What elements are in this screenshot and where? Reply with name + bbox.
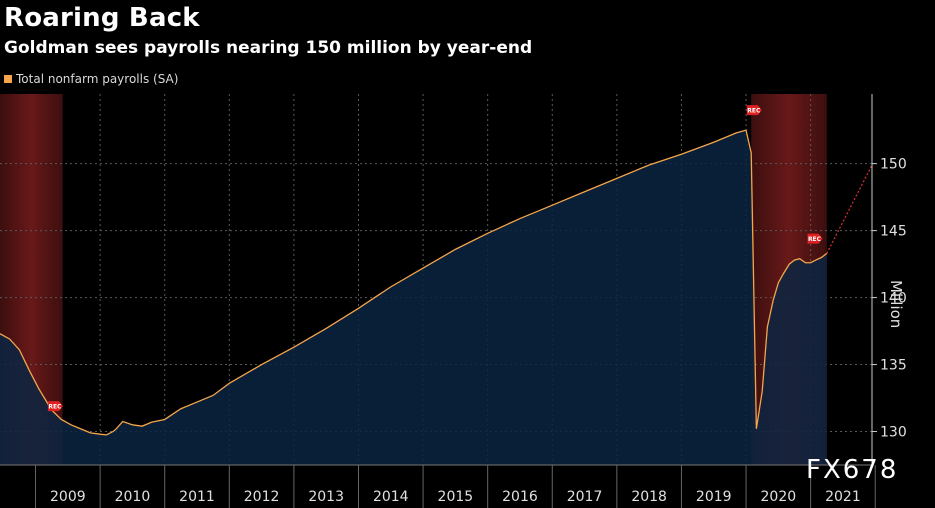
series-line — [0, 129, 828, 436]
recession-marker-label: REC — [747, 108, 761, 115]
x-tick-label: 2017 — [567, 489, 603, 505]
y-axis-label: Million — [887, 280, 905, 329]
x-tick-label: 2018 — [631, 489, 667, 505]
y-tick-label: 135 — [880, 358, 907, 374]
x-tick-label: 2019 — [696, 489, 732, 505]
y-tick-label: 140 — [880, 291, 907, 307]
watermark: FX678 — [806, 455, 899, 485]
x-tick-label: 2020 — [761, 489, 797, 505]
legend-label: Total nonfarm payrolls (SA) — [16, 72, 179, 86]
recession-marker — [47, 401, 63, 412]
recession-marker-label: REC — [48, 404, 62, 411]
x-tick-label: 2012 — [244, 489, 280, 505]
recession-marker-label: REC — [808, 236, 822, 243]
recession-marker — [807, 233, 823, 244]
x-tick-label: 2015 — [438, 489, 474, 505]
chart-subtitle: Goldman sees payrolls nearing 150 millio… — [4, 38, 533, 58]
series-area — [0, 130, 827, 465]
x-tick-label: 2013 — [308, 489, 344, 505]
y-tick-label: 145 — [880, 224, 907, 240]
y-tick-label: 150 — [880, 157, 907, 173]
y-tick-label: 130 — [880, 425, 907, 441]
x-tick-label: 2016 — [502, 489, 538, 505]
chart-title: Roaring Back — [4, 3, 200, 33]
x-tick-label: 2010 — [115, 489, 151, 505]
projection-line — [826, 164, 873, 254]
recession-marker — [746, 105, 762, 116]
x-tick-label: 2011 — [179, 489, 215, 505]
x-tick-label: 2014 — [373, 489, 409, 505]
x-tick-label: 2021 — [825, 489, 861, 505]
x-tick-label: 2009 — [50, 489, 86, 505]
legend: Total nonfarm payrolls (SA) — [4, 72, 178, 86]
legend-swatch — [4, 75, 12, 83]
